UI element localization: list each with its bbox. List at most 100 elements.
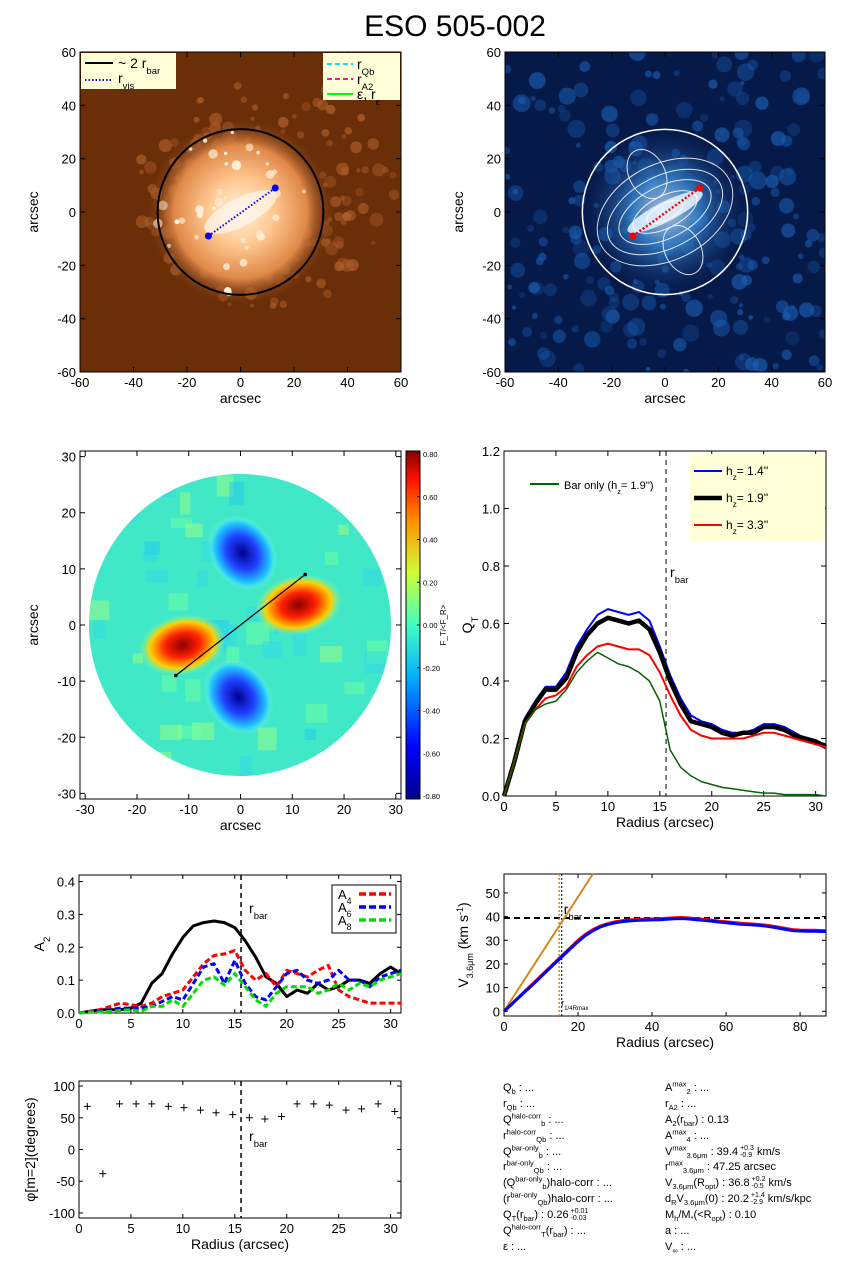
p3-ytick-label: -10 [57,674,76,689]
residual-image-noise [747,223,756,232]
optical-image-noise [361,166,369,174]
force-map-cell [161,675,177,692]
p1-ytick-label: 60 [62,45,76,60]
p4-legend-label: hz= 1.4'' [726,464,768,482]
force-map-cell [148,751,172,771]
residual-image-noise [673,69,680,77]
p5-xtick-label: 25 [331,1016,345,1031]
force-map-cell [171,780,182,795]
optical-image-noise [335,241,344,250]
residual-image-noise [571,325,579,333]
residual-image-noise [781,223,796,238]
residual-image-noise [597,277,611,291]
optical-image-knot [272,214,280,222]
residual-contour [596,157,734,267]
p7-xtick-label: 10 [176,1221,190,1236]
info-left-line: rQb : ... [503,1097,536,1113]
residual-contour [626,148,668,200]
p3-xlabel: arcsec [220,817,261,833]
residual-image-noise [740,80,745,86]
residual-image-pixels [505,52,825,372]
p1-legend-left-bg [81,53,176,89]
residual-image-noise [735,91,750,106]
p5-plot-frame [78,874,402,1014]
optical-image-knot [212,206,216,211]
residual-image-noise [778,168,797,186]
residual-image-noise [628,52,646,61]
residual-image-noise [681,292,691,303]
p3-ytick-label: -20 [57,730,76,745]
p1-xtick-label: 40 [340,375,354,390]
p7-ylabel: φ[m=2](degrees) [22,1097,38,1201]
optical-image-knot [240,197,247,204]
optical-image-noise [269,302,277,309]
p7-xtick-label: 15 [228,1221,242,1236]
panel-force-map: -30 -20 -10 0 10 20 30 -30 -20 -10 0 10 20 30 arcsec ar… [25,450,448,833]
residual-2rbar-circle [581,128,749,296]
panel-qt: 0 5 10 15 20 25 30 0.0 0.2 0.4 0.6 0.8 1.0 1.2 Radius … [459,444,828,830]
residual-image-noise [627,317,646,336]
p4-legend-label: hz= 1.9'' [726,491,768,509]
optical-image-knot [233,221,243,230]
optical-image-knot [271,189,281,199]
p3-ytick-label: -30 [57,786,76,801]
p7-xtick-label: 20 [280,1221,294,1236]
residual-image-noise [776,300,789,313]
phase-point [374,1100,382,1108]
force-map-cell [173,780,184,797]
info-left-line: QT(rbar) : 0.26 +0.01 -0.03 [503,1208,589,1224]
force-map-cell [196,570,208,587]
residual-image-noise [735,263,743,271]
p5-ytick-label: 0.4 [57,875,75,890]
p6-xtick-label: 60 [719,1019,733,1034]
residual-image-noise [519,291,525,298]
p3-xtick-label: -20 [128,802,147,817]
residual-image-noise [791,52,806,63]
info-right-line: Amax4 : ... [665,1127,710,1144]
residual-image-noise [738,303,744,308]
force-map-lobe-blue [207,515,278,591]
p4-xtick-label: 25 [756,799,770,814]
force-map-cell [292,632,306,656]
force-map-bar-end [173,673,178,678]
p1-ytick-label: 20 [62,152,76,167]
residual-image-noise [714,127,730,143]
a2-series-line [78,919,402,1015]
residual-image-noise [584,331,601,348]
residual-image-noise [558,87,576,105]
p6-xtick-label: 0 [500,1019,507,1034]
residual-image-noise [751,197,760,206]
force-map-cell [305,703,328,723]
p7-rbar-label: rbar [249,1128,268,1150]
p6-slope-line [503,873,594,1012]
residual-image-noise [808,355,820,367]
p7-ytick-label: -100 [49,1206,75,1221]
residual-image-noise [804,239,813,248]
force-map-bar-end [303,572,308,577]
residual-image-noise [673,337,687,352]
p6-xtick-label: 20 [571,1019,585,1034]
residual-image-noise [639,337,647,346]
optical-image-knot [223,151,228,156]
p4-ytick-label: 0.4 [482,674,500,689]
residual-image-noise [807,260,821,274]
residual-image-noise [518,96,527,105]
info-right-line: V∞ : ... [665,1240,697,1256]
optical-image-noise [317,99,329,111]
residual-image-noise [748,315,753,320]
optical-image-noise [339,195,346,201]
p4-ytick-label: 0.8 [482,559,500,574]
p5-ytick-label: 0.1 [57,973,75,988]
residual-image-noise [572,363,585,372]
residual-image-noise [510,237,521,248]
p7-xtick-label: 25 [331,1221,345,1236]
residual-image-noise [508,338,516,347]
info-left-line: rhalo-corrQb : ... [503,1127,565,1144]
p5-legend-label: A6 [338,900,352,919]
residual-image-noise [657,349,667,359]
residual-image-noise [539,331,548,340]
force-map-cell [240,755,253,776]
p6-ytick-label: 30 [486,933,500,948]
phase-point [310,1100,318,1108]
p4-xtick-label: 20 [705,799,719,814]
